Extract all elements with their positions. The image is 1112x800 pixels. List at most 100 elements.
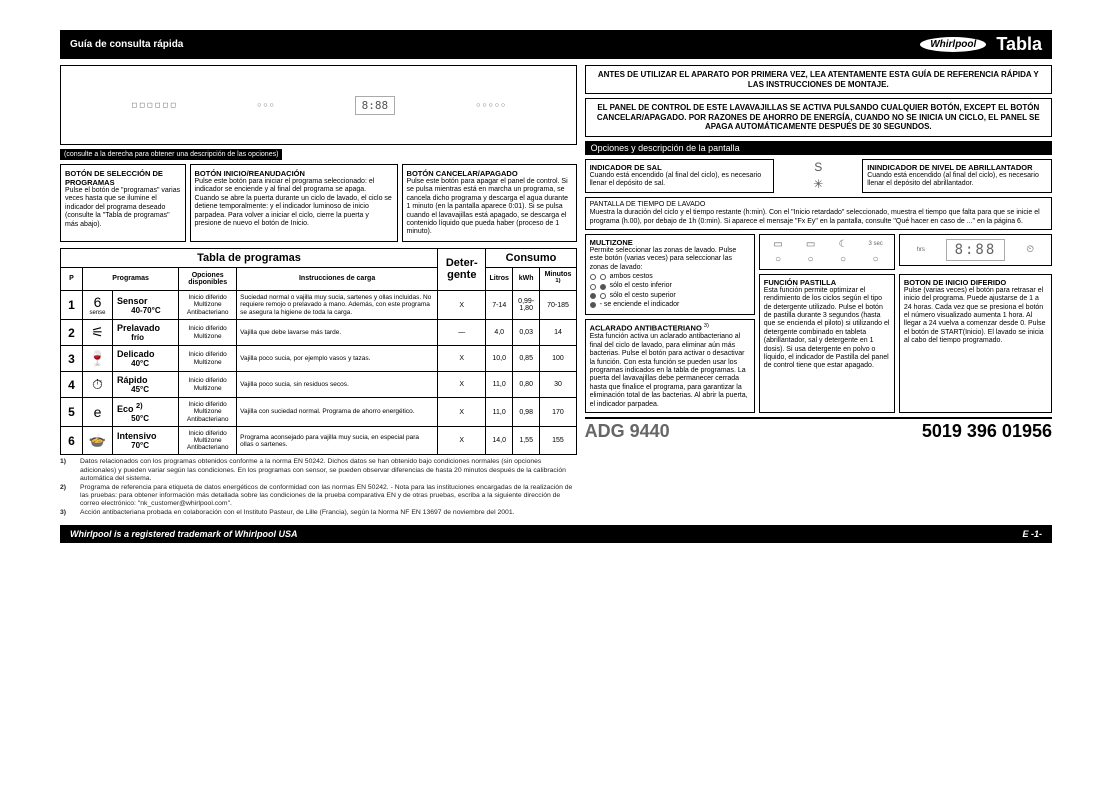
prog-num: 3 — [61, 346, 83, 372]
table-row: 16senseSensor40-70°CInicio diferidoMulti… — [61, 291, 577, 320]
wash-time-display-box: PANTALLA DE TIEMPO DE LAVADO Muestra la … — [585, 197, 1052, 230]
clock-icon: ⏲ — [1026, 244, 1034, 255]
header-right: Whirlpool Tabla — [920, 34, 1042, 55]
tablet-box: FUNCIÓN PASTILLA Esta función permite op… — [759, 274, 895, 413]
opt-icon: ☾ — [839, 239, 848, 250]
delay-body: Pulse (varias veces) el botón para retra… — [904, 287, 1047, 346]
prog-kwh: 1,55 — [512, 427, 539, 455]
prog-instructions: Vajilla poco sucia, sin residuos secos. — [237, 372, 438, 398]
rinse-indicator-body: Cuando está encendido (al final del cicl… — [867, 172, 1047, 189]
mz-opt-4: - se enciende el indicador — [590, 301, 750, 309]
programs-table: Tabla de programas Deter-gente Consumo P… — [60, 248, 577, 456]
col-detergent: Deter-gente — [438, 248, 486, 290]
antibac-box: ACLARADO ANTIBACTERIANO 3) Esta función … — [585, 319, 755, 413]
prog-kwh: 0,03 — [512, 320, 539, 346]
prog-detergent: X — [438, 291, 486, 320]
indicator-icons: S ✳ — [778, 159, 858, 193]
lower-options: MULTIZONE Permite seleccionar las zonas … — [585, 234, 1052, 413]
table-row: 6🍲Intensivo70°CInicio diferidoMultizoneA… — [61, 427, 577, 455]
start-button-box: BOTÓN INICIO/REANUDACIÓN Pulse este botó… — [190, 164, 398, 242]
col-programs: Programas — [83, 267, 179, 290]
cancel-button-box: BOTÓN CANCELAR/APAGADO Pulse este botón … — [402, 164, 577, 242]
select-button-title: BOTÓN DE SELECCIÓN DE PROGRAMAS — [65, 169, 181, 187]
prog-min: 170 — [540, 398, 576, 427]
tablet-body: Esta función permite optimizar el rendim… — [764, 287, 890, 371]
prog-icon: e — [83, 398, 113, 427]
main-columns: ◻ ◻ ◻ ◻ ◻ ◻ ○ ○ ○ 8:88 ○ ○ ○ ○ ○ (consul… — [60, 65, 1052, 519]
col-instructions: Instrucciones de carga — [237, 267, 438, 290]
mz-opt-2: sólo el cesto inferior — [590, 282, 750, 290]
prog-litres: 14,0 — [486, 427, 512, 455]
prog-instructions: Vajilla poco sucia, por ejemplo vasos y … — [237, 346, 438, 372]
panel-display: 8:88 — [355, 96, 396, 115]
prog-detergent: — — [438, 320, 486, 346]
footer-left: Whirlpool is a registered trademark of W… — [70, 529, 298, 539]
prog-kwh: 0,99-1,80 — [512, 291, 539, 320]
prog-min: 30 — [540, 372, 576, 398]
prog-instructions: Vajilla que debe lavarse más tarde. — [237, 320, 438, 346]
rinse-indicator-box: ININDICADOR DE NIVEL DE ABRILLANTADOR Cu… — [862, 159, 1052, 193]
prog-litres: 11,0 — [486, 398, 512, 427]
footnotes: 1)Datos relacionados con los programas o… — [60, 458, 577, 517]
multizone-body: Permite seleccionar las zonas de lavado.… — [590, 247, 750, 272]
select-button-body: Pulse el botón de "programas" varias vec… — [65, 187, 181, 229]
prog-num: 6 — [61, 427, 83, 455]
prog-num: 5 — [61, 398, 83, 427]
opt-icon: ▭ — [806, 239, 815, 250]
prog-detergent: X — [438, 372, 486, 398]
control-panel-diagram: ◻ ◻ ◻ ◻ ◻ ◻ ○ ○ ○ 8:88 ○ ○ ○ ○ ○ — [60, 65, 577, 145]
panel-glyph: ○ ○ ○ — [257, 102, 274, 109]
intro-box-2: EL PANEL DE CONTROL DE ESTE LAVAVAJILLAS… — [585, 98, 1052, 137]
options-left: MULTIZONE Permite seleccionar las zonas … — [585, 234, 755, 413]
panel-glyph: ○ ○ ○ ○ ○ — [476, 102, 505, 109]
prog-icon: 🍷 — [83, 346, 113, 372]
prog-min: 155 — [540, 427, 576, 455]
multizone-box: MULTIZONE Permite seleccionar las zonas … — [585, 234, 755, 315]
select-button-box: BOTÓN DE SELECCIÓN DE PROGRAMAS Pulse el… — [60, 164, 186, 242]
options-mid: ▭ ▭ ☾ 3 sec ○ ○ ○ ○ FUNCIÓN PASTILLA Est… — [759, 234, 895, 413]
consult-note-wrap: (consulte a la derecha para obtener una … — [60, 149, 577, 164]
table-title: Tabla de programas — [61, 248, 438, 267]
prog-detergent: X — [438, 398, 486, 427]
col-p: P — [61, 267, 83, 290]
cancel-button-title: BOTÓN CANCELAR/APAGADO — [407, 169, 572, 178]
col-minutes: Minutos 1) — [540, 267, 576, 290]
opt-hrs: hrs — [917, 247, 925, 253]
footer-bar: Whirlpool is a registered trademark of W… — [60, 525, 1052, 543]
prog-name: Sensor40-70°C — [113, 291, 179, 320]
col-litres: Litros — [486, 267, 512, 290]
wash-time-body: Muestra la duración del ciclo y el tiemp… — [590, 209, 1047, 226]
prog-instructions: Programa aconsejado para vajilla muy suc… — [237, 427, 438, 455]
footer-right: E -1- — [1022, 529, 1042, 539]
prog-litres: 7-14 — [486, 291, 512, 320]
prog-litres: 10,0 — [486, 346, 512, 372]
prog-min: 70-185 — [540, 291, 576, 320]
footnote-3: 3)Acción antibacteriana probada en colab… — [60, 509, 577, 517]
opt-dot: ○ — [840, 254, 846, 265]
prog-litres: 11,0 — [486, 372, 512, 398]
prog-options: Inicio diferidoMultizone — [179, 372, 237, 398]
brand-logo: Whirlpool — [920, 37, 986, 52]
page: Guía de consulta rápida Whirlpool Tabla … — [0, 0, 1112, 563]
prog-options: Inicio diferidoMultizoneAntibacteriano — [179, 291, 237, 320]
prog-icon: 6sense — [83, 291, 113, 320]
col-options: Opciones disponibles — [179, 267, 237, 290]
prog-icon: 🍲 — [83, 427, 113, 455]
start-button-body: Pulse este botón para iniciar el program… — [195, 178, 393, 228]
antibac-body: Esta función activa un aclarado antibact… — [590, 333, 750, 409]
prog-num: 1 — [61, 291, 83, 320]
prog-num: 4 — [61, 372, 83, 398]
options-bar: Opciones y descripción de la pantalla — [585, 141, 1052, 155]
prog-icon: ⏱ — [83, 372, 113, 398]
rinse-icon: ✳ — [813, 177, 823, 191]
model-row: ADG 9440 5019 396 01956 — [585, 417, 1052, 442]
table-row: 5eEco 2)50°CInicio diferidoMultizoneAnti… — [61, 398, 577, 427]
rinse-indicator-title: ININDICADOR DE NIVEL DE ABRILLANTADOR — [867, 163, 1047, 172]
header-bar: Guía de consulta rápida Whirlpool Tabla — [60, 30, 1052, 59]
header-title: Tabla — [996, 34, 1042, 55]
delay-title: BOTON DE INICIO DIFERIDO — [904, 278, 1047, 287]
prog-options: Inicio diferidoMultizone — [179, 346, 237, 372]
opt-sec: 3 sec — [868, 241, 882, 247]
prog-name: Intensivo70°C — [113, 427, 179, 455]
opt-icon: ▭ — [773, 239, 782, 250]
